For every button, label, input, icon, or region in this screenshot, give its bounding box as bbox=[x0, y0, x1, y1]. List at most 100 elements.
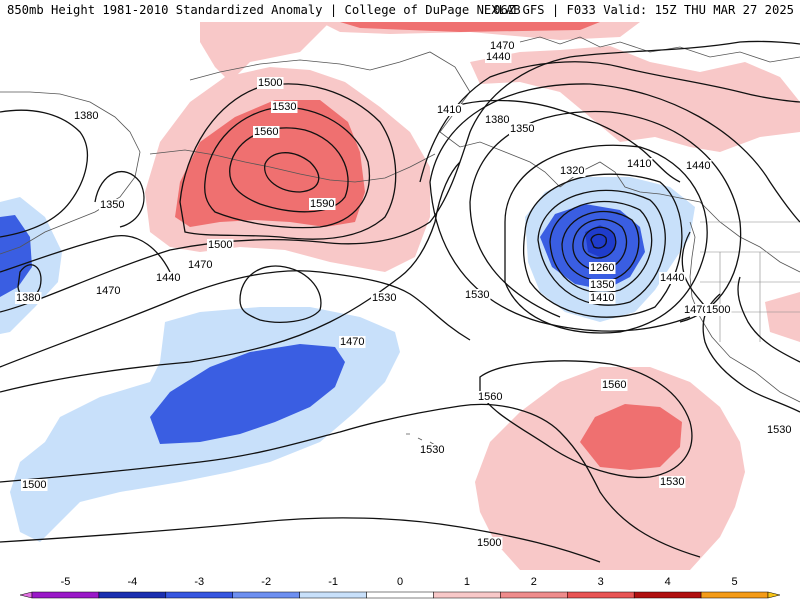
colorbar-min-arrow bbox=[19, 591, 33, 599]
contour-label: 1380 bbox=[485, 114, 509, 126]
height-contours bbox=[0, 40, 800, 563]
contour-label-bg bbox=[257, 77, 284, 89]
contour-label-bg bbox=[309, 198, 336, 210]
contour-label-bg bbox=[271, 101, 298, 113]
contour-label: 1530 bbox=[660, 476, 684, 488]
colorbar-tick-label: 3 bbox=[598, 576, 604, 588]
contour-label-bg bbox=[589, 262, 616, 274]
positive-anomaly-alaska-core bbox=[175, 100, 365, 227]
contour-label: 1440 bbox=[156, 272, 180, 284]
contour-label-bg bbox=[371, 292, 398, 304]
contour-low-1 bbox=[590, 233, 607, 249]
russia-coastline bbox=[0, 91, 141, 255]
contour-label-bg bbox=[207, 239, 234, 251]
colorbar-segment bbox=[299, 591, 367, 599]
contour-label: 1470 bbox=[684, 304, 708, 316]
contour-label: 1440 bbox=[686, 160, 710, 172]
contour-low-7 bbox=[522, 173, 683, 318]
contour-1530-lower bbox=[0, 403, 701, 558]
contour-low-4 bbox=[561, 211, 640, 282]
product-title: 850mb Height 1981-2010 Standardized Anom… bbox=[7, 3, 521, 17]
contour-label: 1410 bbox=[590, 292, 614, 304]
contour-1500-middle bbox=[0, 270, 471, 368]
contour-1440-lowring bbox=[429, 83, 800, 332]
contour-label-bg bbox=[766, 424, 793, 436]
contour-label: 1350 bbox=[590, 279, 614, 291]
contour-label: 1530 bbox=[272, 101, 296, 113]
contour-label: 1470 bbox=[490, 40, 514, 52]
contour-label-bg bbox=[685, 160, 712, 172]
canada-coastline bbox=[559, 161, 800, 273]
contour-label: 1500 bbox=[208, 239, 232, 251]
contour-low-3 bbox=[572, 218, 628, 271]
contour-label-bg bbox=[705, 304, 732, 316]
contour-label: 1560 bbox=[602, 379, 626, 391]
contour-label-bg bbox=[659, 272, 686, 284]
colorbar-segment bbox=[98, 591, 167, 599]
contour-1530-middle bbox=[0, 161, 461, 393]
positive-anomaly-south bbox=[475, 367, 745, 570]
contour-1560-south bbox=[479, 360, 693, 479]
contour-low-2 bbox=[582, 226, 617, 259]
contour-label: 1260 bbox=[590, 262, 614, 274]
contour-label: 1410 bbox=[437, 104, 461, 116]
colorbar-tick-label: 2 bbox=[531, 576, 537, 588]
colorbar-tick-label: -1 bbox=[328, 576, 338, 588]
contour-label-bg bbox=[436, 104, 463, 116]
contour-label: 1470 bbox=[96, 285, 120, 297]
us-west-coast bbox=[689, 221, 800, 403]
contour-low-5 bbox=[549, 200, 653, 294]
colorbar-tick-label: -2 bbox=[261, 576, 271, 588]
colorbar: -5 -4 -3 -2 -1 0 1 2 3 4 5 bbox=[0, 570, 800, 600]
contour-low-6 bbox=[537, 189, 666, 306]
contour-label: 1320 bbox=[560, 165, 584, 177]
contour-label-bg bbox=[477, 391, 504, 403]
contour-1530-closed bbox=[239, 265, 322, 323]
colorbar-tick-label: 0 bbox=[397, 576, 403, 588]
colorbar-tick-label: -4 bbox=[127, 576, 137, 588]
contour-label-bg bbox=[419, 444, 446, 456]
contour-label: 1530 bbox=[767, 424, 791, 436]
colorbar-segment bbox=[700, 591, 769, 599]
contour-label-bg bbox=[559, 165, 586, 177]
contour-label-bg bbox=[99, 199, 126, 211]
contour-label-bg bbox=[659, 476, 686, 488]
model-run-info: 06Z GFS | F033 Valid: 15Z THU MAR 27 202… bbox=[493, 3, 794, 17]
contour-label-bg bbox=[626, 158, 653, 170]
contour-1500-bottom bbox=[0, 517, 601, 563]
contour-label: 1590 bbox=[310, 198, 334, 210]
positive-anomaly-north bbox=[200, 22, 330, 82]
colorbar-segment bbox=[232, 591, 300, 599]
contour-label: 1350 bbox=[510, 123, 534, 135]
contour-1500-east bbox=[737, 276, 800, 363]
contour-label: 1410 bbox=[627, 158, 651, 170]
contour-label: 1530 bbox=[372, 292, 396, 304]
colorbar-ticks: -5 -4 -3 -2 -1 0 1 2 3 4 5 bbox=[61, 576, 738, 588]
colorbar-tick-label: 1 bbox=[464, 576, 470, 588]
contour-label-bg bbox=[489, 40, 516, 52]
contour-1350-left bbox=[94, 171, 145, 228]
weather-map: 1470 1440 1500 1530 1560 1590 1500 1470 … bbox=[0, 22, 800, 570]
contour-label-bg bbox=[95, 285, 122, 297]
colorbar-segment bbox=[433, 591, 501, 599]
contour-label-bg bbox=[509, 123, 536, 135]
contour-1410-lowring bbox=[469, 110, 742, 323]
colorbar-tick-label: 5 bbox=[731, 576, 737, 588]
contour-label: 1440 bbox=[486, 51, 510, 63]
colorbar-segment bbox=[633, 591, 702, 599]
colorbar-segment bbox=[31, 591, 100, 599]
contour-label-bg bbox=[155, 272, 182, 284]
positive-anomaly-east-edge bbox=[765, 292, 800, 342]
north-islands bbox=[519, 36, 800, 63]
negative-anomaly-pacnw-max bbox=[585, 225, 615, 258]
contour-label: 1440 bbox=[660, 272, 684, 284]
colorbar-segment bbox=[366, 591, 434, 599]
hawaii-islands bbox=[406, 433, 445, 453]
contour-label: 1500 bbox=[477, 537, 501, 549]
contour-label: 1350 bbox=[100, 199, 124, 211]
contour-labels: 1470 1440 1500 1530 1560 1590 1500 1470 … bbox=[15, 40, 793, 549]
contour-label: 1470 bbox=[188, 259, 212, 271]
contour-label: 1560 bbox=[478, 391, 502, 403]
contour-label: 1530 bbox=[420, 444, 444, 456]
positive-anomaly-south-core bbox=[580, 404, 682, 470]
